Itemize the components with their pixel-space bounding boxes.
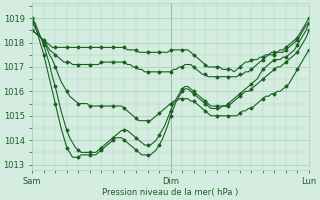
X-axis label: Pression niveau de la mer( hPa ): Pression niveau de la mer( hPa ) <box>102 188 239 197</box>
